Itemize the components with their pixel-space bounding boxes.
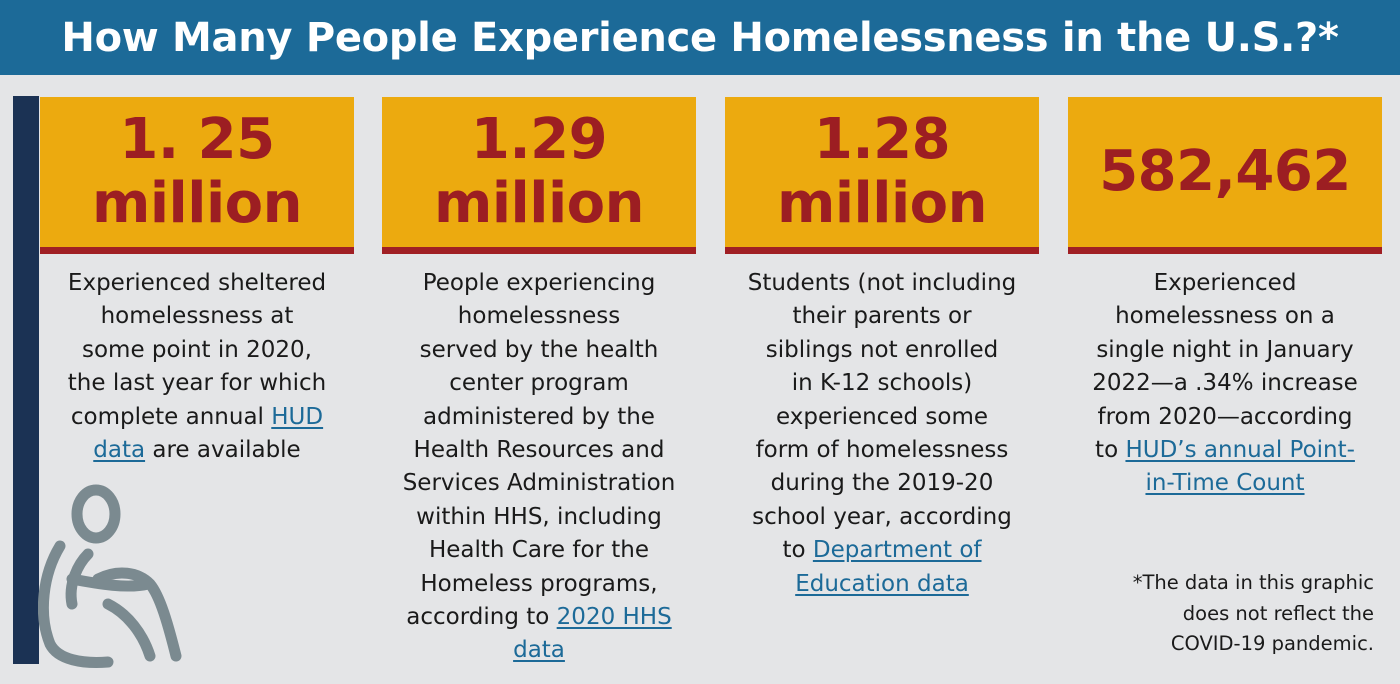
desc-line-text: complete annual [70,403,272,430]
desc-line-text: are available [145,437,301,464]
hud-data-link[interactable]: HUD [271,403,324,430]
stat-box-health-center: 1.29 million [382,97,696,254]
stat-box-students: 1.28 million [725,97,1039,254]
desc-line: 2022—a .34% increase [1092,370,1358,397]
desc-line: single night in January [1096,336,1354,363]
desc-line: data [382,634,696,667]
footnote: *The data in this graphic does not refle… [1074,568,1374,660]
desc-line: administered by the [423,403,655,430]
education-data-link-cont[interactable]: Education data [795,570,969,597]
desc-line: served by the health [419,336,659,363]
desc-line: in-Time Count [1068,467,1382,500]
stat-description-health-center: People experiencing homelessness served … [382,267,696,668]
desc-line: Services Administration [402,470,676,497]
stat-value: 1.28 [813,107,951,172]
stat-description-sheltered: Experienced sheltered homelessness at so… [40,267,354,467]
desc-line: the last year for which [67,370,327,397]
point-in-time-link-cont[interactable]: in-Time Count [1145,470,1305,497]
page-title: How Many People Experience Homelessness … [0,0,1400,75]
desc-line: Students (not including [747,270,1017,296]
desc-line: data are available [40,434,354,467]
stat-value: 582,462 [1099,139,1351,204]
desc-line: homelessness on a [1115,303,1335,330]
stat-description-point-in-time: Experienced homelessness on a single nig… [1068,267,1382,501]
stat-description-students: Students (not including their parents or… [725,267,1039,601]
desc-line: People experiencing [422,270,656,296]
desc-line: homelessness [457,303,621,330]
desc-line: some point in 2020, [81,336,312,363]
desc-line: according to 2020 HHS [382,601,696,634]
desc-line: Education data [725,568,1039,601]
hhs-data-link-cont[interactable]: data [513,637,565,664]
desc-line: center program [449,370,629,397]
desc-line: experienced some [776,403,988,430]
education-data-link[interactable]: Department of [812,537,982,564]
desc-line: to Department of [725,534,1039,567]
sidebar-accent-bar [13,96,39,664]
desc-line: from 2020—according [1097,403,1353,430]
seated-person-icon [38,484,182,668]
desc-line: in K-12 schools) [791,370,973,397]
stat-unit: million [434,171,644,236]
desc-line: Homeless programs, [420,570,658,597]
footnote-line: does not reflect the [1182,601,1374,625]
stat-box-sheltered: 1. 25 million [40,97,354,254]
desc-line-text: to [1095,437,1126,464]
footnote-line: COVID-19 pandemic. [1170,632,1374,655]
desc-line: homelessness at [100,303,294,330]
hud-data-link-cont[interactable]: data [93,437,146,464]
stat-box-point-in-time: 582,462 [1068,97,1382,254]
hhs-data-link[interactable]: 2020 HHS [556,604,672,631]
desc-line: Experienced [1153,270,1297,296]
desc-line: form of homelessness [755,437,1009,464]
stat-unit: million [92,171,302,236]
desc-line: during the 2019-20 [770,470,994,497]
point-in-time-link[interactable]: HUD’s annual Point- [1125,437,1355,464]
desc-line-text: according to [406,604,557,631]
desc-line: school year, according [752,503,1012,530]
footnote-line: *The data in this graphic [1132,571,1374,594]
stat-unit: million [777,171,987,236]
desc-line: Experienced sheltered [67,270,327,296]
desc-line: Health Care for the [428,537,650,564]
desc-line: Health Resources and [413,437,665,464]
desc-line: their parents or [792,303,972,330]
desc-line: to HUD’s annual Point- [1068,434,1382,467]
page-title-text: How Many People Experience Homelessness … [61,14,1339,61]
desc-line: siblings not enrolled [765,336,999,363]
stat-value: 1.29 [470,107,608,172]
desc-line: complete annual HUD [40,401,354,434]
desc-line-text: to [782,537,813,564]
desc-line: within HHS, including [416,503,662,530]
stat-value: 1. 25 [119,107,275,172]
